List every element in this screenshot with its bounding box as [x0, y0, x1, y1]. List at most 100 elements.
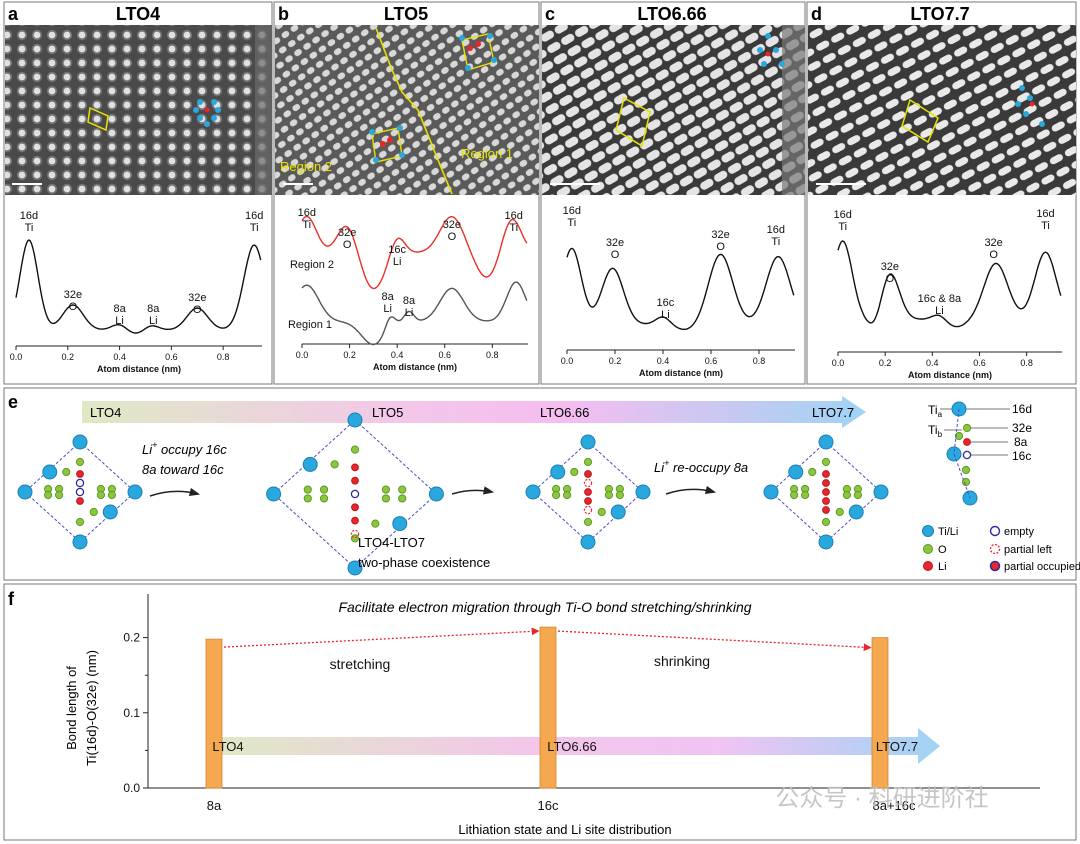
- unit-cell-lto666: [525, 434, 651, 550]
- o-atom: [821, 457, 831, 467]
- o-atom: [583, 457, 593, 467]
- key-guide-line: [953, 453, 971, 499]
- li-atom: [822, 488, 830, 496]
- y-tick-label: 0.1: [123, 706, 140, 720]
- arrow-label-lto77: LTO7.7: [876, 739, 918, 754]
- x-tick-label: 0.2: [609, 356, 622, 366]
- legend-empty: empty: [1004, 526, 1034, 538]
- peak-site-label: 16d: [834, 209, 852, 221]
- key-site-8a: 8a: [1014, 435, 1028, 449]
- li-atom: [963, 438, 971, 446]
- lithiation-progress-arrow: [206, 728, 940, 764]
- partial-left-site: [583, 478, 593, 488]
- ti-li-atom: [17, 484, 33, 500]
- unit-cell-overlays: [87, 33, 1045, 163]
- o-atom: [75, 457, 85, 467]
- panel-letter-a: a: [8, 4, 19, 24]
- site-key: Tia 16d Tib 32e 8a 16c: [928, 401, 1032, 506]
- li-atom: [822, 506, 830, 514]
- o-atom: [398, 494, 407, 503]
- x-tick-label: 0.6: [438, 350, 451, 360]
- watermark: 公众号 · 科研进阶社: [775, 785, 988, 812]
- o-atom: [604, 490, 614, 500]
- o-atom: [570, 467, 579, 477]
- x-tick-label: 0.4: [926, 358, 939, 368]
- peak-site-label: 32e: [338, 227, 356, 239]
- li-atom: [76, 497, 84, 505]
- region1-curve: [301, 281, 528, 346]
- peak-atom-label: Ti: [1041, 220, 1050, 232]
- o-atom: [75, 517, 85, 527]
- haadf-image-b: [275, 25, 539, 195]
- peak-site-label: 16d: [20, 210, 38, 222]
- coexistence-text-line2: two-phase coexistence: [358, 555, 490, 570]
- peak-atom-label: Li: [149, 315, 158, 327]
- peak-site-label: 32e: [188, 292, 206, 304]
- x-tick-label: 0.4: [657, 356, 670, 366]
- haadf-image-c: [542, 25, 805, 195]
- x-tick-label: 0.8: [217, 352, 230, 362]
- panel-e: e LTO4 LTO5 LTO6.66 LTO7.7 Li+ occupy 16…: [3, 387, 1080, 581]
- legend-partial-occupied: partial occupied: [1004, 561, 1080, 573]
- y-axis-label-line1: Bond length of: [64, 666, 79, 750]
- ti-li-atom: [848, 504, 864, 520]
- o-atom: [319, 485, 329, 494]
- ti-li-atom: [102, 504, 118, 520]
- panel-letter-d: d: [811, 4, 822, 24]
- empty-site: [962, 450, 972, 460]
- peak-site-label: 16d: [767, 224, 785, 236]
- li-atom: [351, 516, 359, 525]
- peak-site-label: 16c: [388, 244, 406, 256]
- panel-title-b: LTO5: [384, 4, 428, 24]
- unit-cell-diagrams: [17, 412, 889, 576]
- lithiation-progress-arrow: [82, 396, 866, 428]
- bar-8a+16c: [871, 637, 889, 789]
- li-atom: [351, 476, 359, 485]
- o-atom: [615, 490, 625, 500]
- li-atom: [584, 497, 592, 505]
- x-axis-label: Atom distance (nm): [639, 368, 723, 378]
- key-site-32e: 32e: [1012, 421, 1032, 435]
- ti-li-atom: [428, 486, 444, 502]
- ti-li-atom: [818, 534, 834, 550]
- x-axis-label: Atom distance (nm): [373, 362, 457, 372]
- partial-left-site: [583, 505, 593, 515]
- peak-atom-label: Li: [115, 315, 124, 327]
- peak-atom-label: O: [343, 239, 352, 251]
- stretching-arrow: [223, 627, 540, 648]
- y-tick-label: 0.2: [123, 631, 140, 645]
- ti-li-atom: [302, 456, 318, 472]
- o-atom: [597, 507, 606, 517]
- shrinking-label: shrinking: [654, 653, 710, 669]
- peak-site-label: 16d: [563, 205, 581, 217]
- li-atom: [822, 497, 830, 505]
- peak-site-label: 8a: [382, 291, 395, 303]
- o-atom: [801, 490, 810, 500]
- peak-atom-label: O: [611, 249, 620, 261]
- step-arrow: [451, 486, 495, 495]
- peak-atom-label: Ti: [25, 222, 34, 234]
- o-atom: [55, 490, 64, 500]
- arrow-label-lto5: LTO5: [372, 405, 403, 420]
- o-atom: [381, 494, 391, 503]
- li-atom: [822, 470, 830, 478]
- x-tick-label: 0.2: [879, 358, 892, 368]
- panel-letter-e: e: [8, 392, 18, 412]
- o-atom: [96, 490, 106, 500]
- peak-atom-label: Ti: [838, 221, 847, 233]
- panel-letter-b: b: [278, 4, 289, 24]
- key-site-16d: 16d: [1012, 402, 1032, 416]
- unit-cell-lto5: [266, 412, 444, 576]
- x-tick-label: 0.6: [165, 352, 178, 362]
- panel-c: c LTO6.66: [540, 1, 806, 385]
- o-atom: [330, 460, 339, 469]
- peak-site-label: 16d: [245, 210, 263, 222]
- haadf-image-d: [808, 25, 1076, 195]
- ti-li-atom: [347, 412, 363, 428]
- panel-b: b LTO5 Region 2 Region 1: [273, 1, 540, 385]
- coexistence-text: LTO4-LTO7: [358, 535, 425, 550]
- peak-atom-label: Ti: [567, 217, 576, 229]
- unit-cell-lto77: [763, 434, 889, 550]
